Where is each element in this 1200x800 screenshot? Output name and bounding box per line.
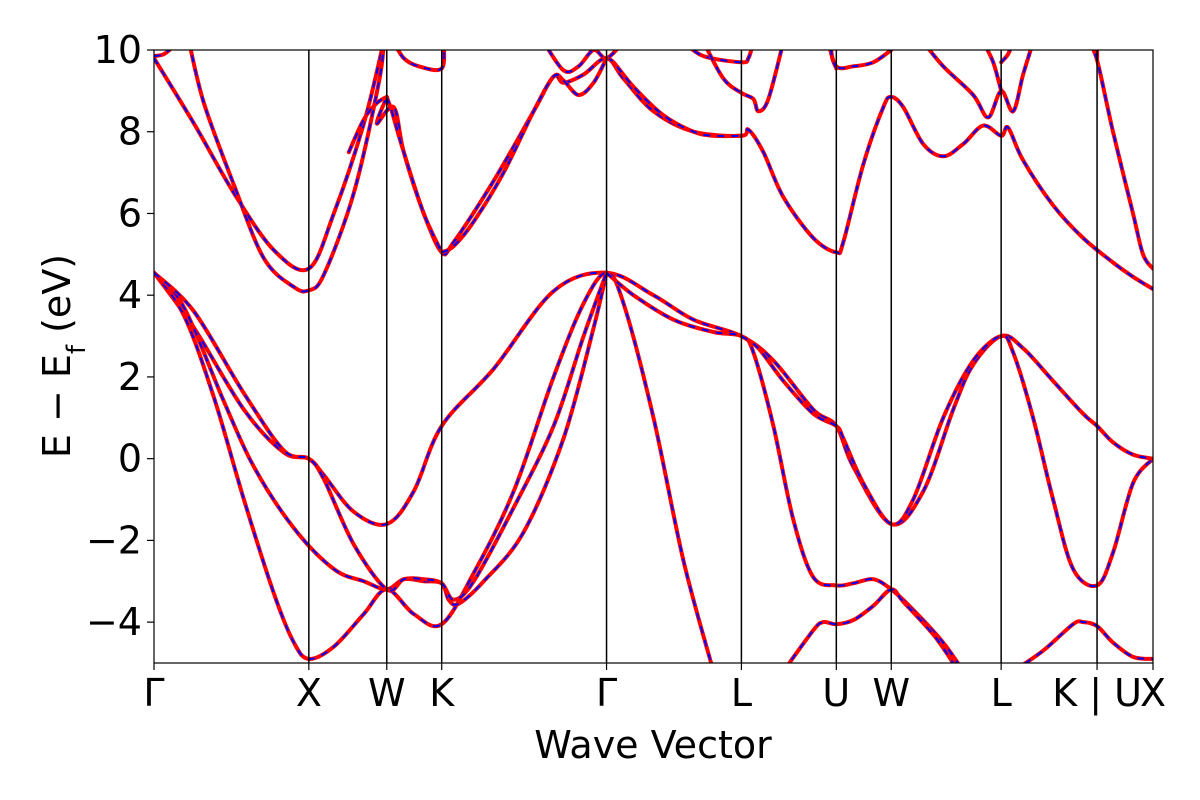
y-axis: −4 −2 0 2 4 6 8 10 <box>86 28 154 644</box>
x-axis-label: Wave Vector <box>534 723 772 767</box>
band-1-dashed <box>154 271 713 663</box>
band-1-solid <box>154 270 714 663</box>
band-11-solid <box>374 56 1153 292</box>
band-7-dashed <box>1023 620 1153 663</box>
y-tick-label: 4 <box>118 273 142 317</box>
band-7-solid <box>1022 619 1153 663</box>
x-tick-label: U <box>822 671 850 715</box>
band-2-dashed <box>154 272 608 606</box>
band-4-dashed <box>605 271 959 663</box>
band-22-solid <box>546 50 619 74</box>
band-21-dashed <box>706 50 783 113</box>
band-17-dashed <box>928 50 1032 119</box>
y-tick-label: −4 <box>86 600 142 644</box>
x-tick-label: W <box>872 671 910 715</box>
band-17-solid <box>927 50 1033 120</box>
x-tick-label: K | U <box>1052 671 1142 716</box>
band-23-solid <box>395 50 447 73</box>
x-tick-label: W <box>368 671 406 715</box>
bands-layer <box>154 50 1153 663</box>
band-13-dashed <box>347 96 388 153</box>
y-tick-label: 0 <box>118 437 142 481</box>
band-16-solid <box>828 50 894 71</box>
band-3-dashed <box>154 271 608 601</box>
band-11-dashed <box>375 57 1153 290</box>
band-20-dashed <box>691 50 753 64</box>
band-19-dashed <box>1000 50 1012 63</box>
x-tick-label: L <box>731 671 752 715</box>
band-6-dashed <box>788 588 955 663</box>
x-tick-label: X <box>1140 671 1166 715</box>
band-18-dashed <box>986 50 1003 92</box>
band-18-solid <box>985 50 1004 93</box>
band-3-solid <box>154 270 609 602</box>
plot-frame <box>153 49 1154 664</box>
y-tick-label: 10 <box>94 28 142 72</box>
band-2-solid <box>154 270 609 607</box>
band-24-dashed <box>830 50 838 69</box>
band-8-dashed <box>154 50 383 272</box>
y-axis-label-main: E − E <box>35 354 79 458</box>
band-14-dashed <box>441 57 608 254</box>
x-tick-label: L <box>991 671 1012 715</box>
band-15-solid <box>604 56 744 139</box>
y-axis-label-unit: (eV) <box>35 254 79 345</box>
band-26-solid <box>1091 50 1153 271</box>
y-axis-label-sub: f <box>62 344 92 354</box>
y-tick-label: −2 <box>86 518 142 562</box>
band-9-dashed <box>189 50 385 293</box>
x-tick-label: Γ <box>143 671 164 715</box>
y-tick-label: 6 <box>118 191 142 235</box>
band-12-dashed <box>385 96 443 253</box>
band-6-solid <box>786 587 956 663</box>
y-axis-label: E − Ef (eV) <box>35 254 92 458</box>
x-tick-label: X <box>296 671 322 715</box>
band-10-solid <box>154 50 173 59</box>
kpoint-lines <box>308 50 1098 663</box>
y-tick-label: 2 <box>118 355 142 399</box>
band-12-solid <box>384 95 444 255</box>
x-tick-label: Γ <box>596 671 617 715</box>
band-5-dashed <box>740 334 1153 588</box>
band-8-solid <box>154 50 384 273</box>
band-21-solid <box>705 50 784 114</box>
band-10-dashed <box>154 50 171 58</box>
x-tick-label: K <box>429 671 455 715</box>
y-tick-label: 8 <box>118 110 142 154</box>
